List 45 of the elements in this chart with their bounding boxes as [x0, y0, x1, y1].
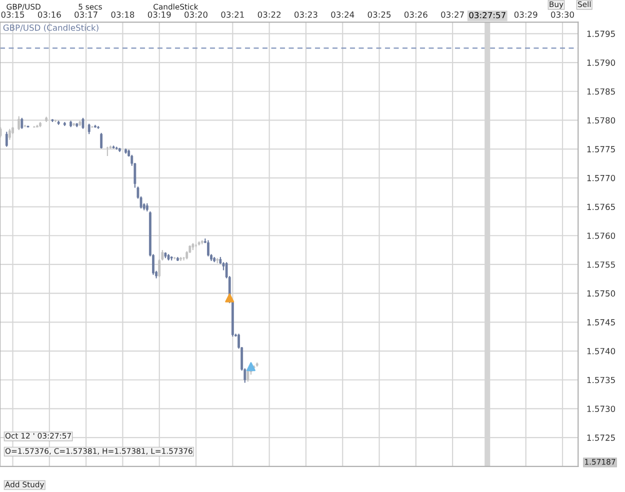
y-tick-label: 1.5775 — [587, 146, 615, 152]
y-tick-label: 1.5790 — [587, 60, 616, 66]
candlestick — [182, 256, 185, 261]
candlestick — [0, 126, 2, 138]
candlestick — [207, 240, 210, 257]
x-tick-label: 03:27 — [441, 11, 464, 18]
y-tick-label: 1.5785 — [587, 88, 615, 95]
x-tick-label: 03:19 — [148, 11, 171, 18]
y-tick-label: 1.5725 — [587, 434, 615, 441]
x-tick-label: 03:24 — [331, 11, 354, 18]
candlestick — [106, 146, 109, 157]
x-tick-label: 03:30 — [551, 11, 574, 18]
x-tick-label: 03:21 — [221, 11, 244, 18]
candlestick — [20, 117, 24, 130]
candlestick — [18, 116, 20, 131]
y-tick-label: 1.5760 — [587, 232, 616, 239]
y-tick-label: 1.5765 — [587, 204, 615, 210]
x-tick-label: 03:22 — [258, 11, 280, 18]
x-tick-label: 03:15 — [1, 11, 24, 18]
y-tick-label: 1.5795 — [587, 30, 615, 37]
candlestick — [246, 368, 250, 382]
y-tick-label: 1.5730 — [587, 406, 616, 412]
x-tick-label: 03:18 — [111, 11, 134, 18]
y-tick-label: 1.5770 — [587, 174, 616, 182]
x-tick-label: 03:29 — [514, 11, 538, 18]
y-tick-label: 1.5745 — [587, 319, 615, 326]
candlestick — [8, 128, 11, 140]
candlestick — [88, 123, 90, 135]
candlestick — [100, 132, 103, 150]
x-tick-label: 03:23 — [294, 11, 318, 18]
y-tick-label: 1.5780 — [587, 117, 616, 124]
candlestick — [97, 125, 100, 130]
y-tick-label: 1.5755 — [587, 262, 615, 268]
y-tick-label: 1.5735 — [587, 376, 615, 384]
x-tick-label: 03:17 — [74, 11, 98, 18]
candlestick — [82, 117, 84, 130]
x-tick-label: 03:20 — [184, 11, 208, 18]
x-tick-label: 03:16 — [38, 11, 61, 18]
y-tick-label: 1.5740 — [587, 348, 616, 354]
x-tick-label: 03:26 — [404, 11, 428, 18]
candlestick — [5, 131, 8, 148]
y-tick-label: 1.5750 — [587, 290, 616, 297]
ref-line-label: 03:27:57 — [469, 12, 506, 18]
x-tick-label: 03:25 — [368, 11, 391, 18]
text: GBP/USD (CandleStick) — [3, 24, 98, 32]
